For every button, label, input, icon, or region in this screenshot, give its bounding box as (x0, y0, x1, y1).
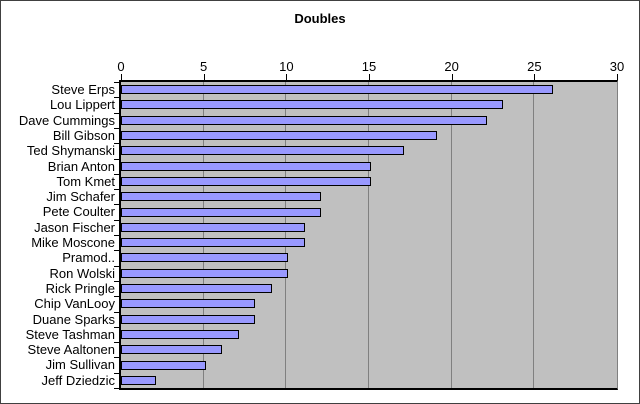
bar (121, 131, 437, 141)
bar (121, 329, 239, 339)
bar (121, 284, 272, 294)
bar (121, 176, 371, 186)
bar (121, 161, 371, 171)
category-label: Bill Gibson (52, 127, 115, 143)
x-tick-mark (121, 74, 122, 80)
x-tick-label: 15 (361, 59, 377, 74)
bar (121, 360, 206, 370)
category-label: Rick Pringle (45, 280, 115, 296)
y-tick-mark (114, 204, 119, 205)
category-label: Mike Moscone (31, 235, 115, 250)
x-tick-mark (534, 74, 536, 80)
gridline (450, 82, 452, 388)
bar (121, 207, 321, 217)
bar (121, 192, 321, 202)
bar (121, 299, 255, 309)
y-tick-mark (114, 373, 119, 374)
y-tick-mark (114, 189, 119, 190)
y-tick-mark (114, 312, 119, 313)
category-label: Ted Shymanski (26, 143, 115, 159)
category-label: Brian Anton (47, 158, 115, 174)
x-tick-mark (286, 74, 288, 80)
y-tick-mark (114, 174, 119, 175)
category-label: Jim Schafer (46, 189, 115, 205)
gridline (533, 82, 535, 388)
y-tick-mark (114, 143, 119, 144)
x-tick-label: 5 (200, 59, 208, 74)
x-tick-mark (369, 74, 370, 80)
bar (121, 85, 553, 95)
y-tick-mark (114, 82, 119, 83)
y-tick-mark (114, 250, 119, 251)
category-label: Ron Wolski (49, 265, 115, 281)
y-tick-mark (114, 281, 119, 282)
category-label: Jeff Dziedzic (41, 372, 115, 388)
x-tick-label: 30 (609, 59, 625, 74)
bar (121, 146, 404, 156)
plot-area (119, 80, 618, 390)
category-label: Chip VanLooy (34, 296, 115, 312)
bar (121, 314, 255, 324)
bar (121, 100, 503, 110)
y-tick-mark (114, 327, 119, 328)
y-tick-mark (114, 342, 119, 343)
bar (121, 253, 288, 263)
category-label: Duane Sparks (32, 311, 115, 327)
x-tick-label: 20 (444, 59, 459, 74)
y-tick-mark (114, 97, 119, 98)
bar (121, 238, 305, 248)
y-tick-mark (114, 220, 119, 221)
x-tick-mark (203, 74, 205, 80)
y-tick-mark (114, 159, 119, 160)
x-tick-label: 0 (117, 59, 125, 74)
category-label: Pete Coulter (42, 204, 115, 220)
category-label: Jim Sullivan (45, 357, 115, 373)
x-tick-mark (617, 74, 618, 80)
gridline (202, 82, 204, 388)
category-label: Jason Fischer (34, 219, 115, 235)
y-tick-mark (114, 266, 119, 267)
y-tick-mark (114, 296, 119, 297)
category-label: Dave Cummings (18, 112, 115, 128)
category-label: Tom Kmet (56, 173, 115, 189)
y-tick-mark (114, 128, 119, 129)
bar (121, 222, 305, 232)
x-tick-mark (451, 74, 453, 80)
bar (121, 268, 288, 278)
category-label: Steve Aaltonen (27, 342, 115, 358)
y-tick-mark (114, 235, 119, 236)
y-tick-mark (114, 357, 119, 358)
y-tick-mark (114, 113, 119, 114)
bar (121, 375, 156, 385)
category-label: Steve Tashman (25, 326, 115, 342)
category-label: Lou Lippert (49, 97, 115, 113)
bar (121, 115, 487, 125)
chart-title: Doubles (294, 11, 346, 26)
x-tick-label: 25 (527, 59, 542, 74)
category-label: Steve Erps (51, 82, 115, 97)
category-label: Pramod.. (62, 250, 115, 266)
y-tick-mark (114, 388, 119, 389)
gridline (368, 82, 369, 388)
bar (121, 345, 222, 355)
gridline (285, 82, 287, 388)
x-tick-label: 10 (279, 59, 294, 74)
